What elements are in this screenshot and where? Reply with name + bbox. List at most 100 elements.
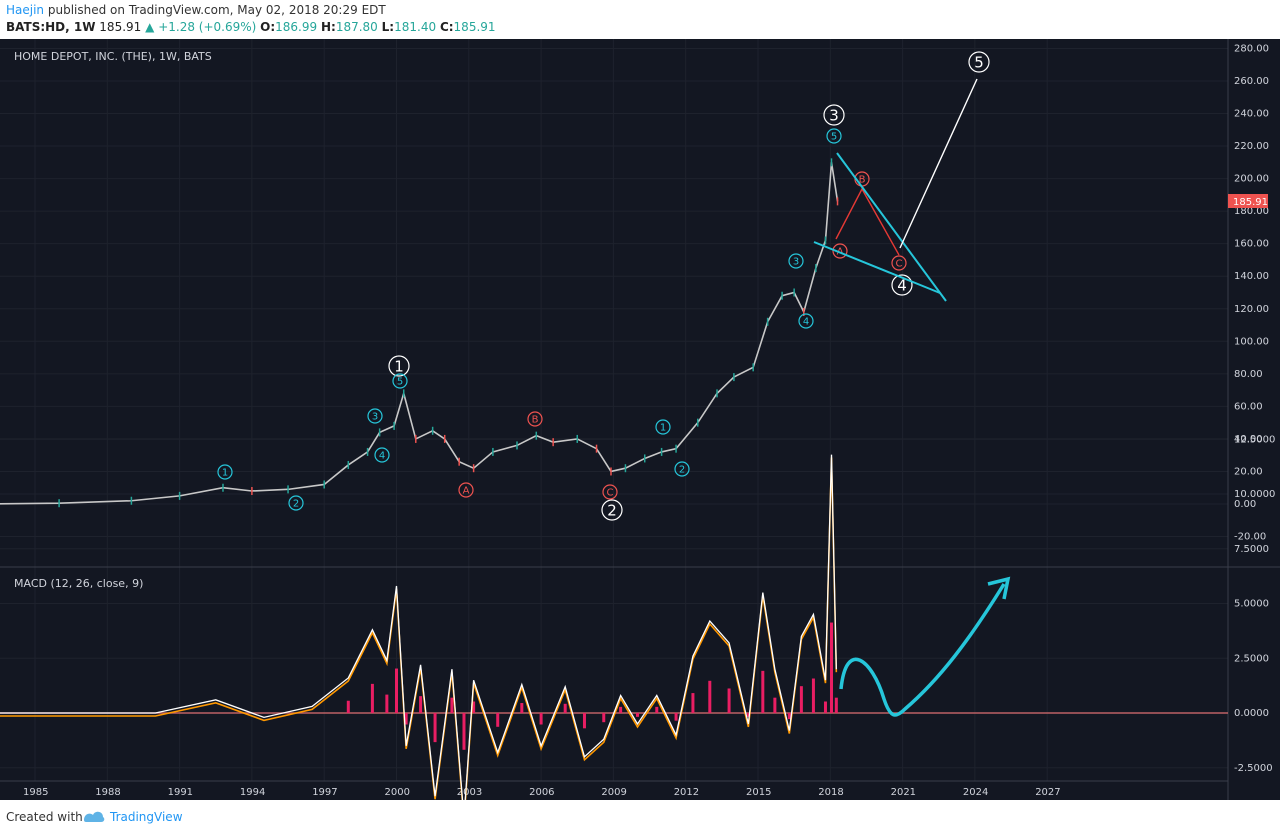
wave-minor-3b-label: 3 (793, 257, 799, 268)
wave-primary-4 (891, 274, 913, 296)
macd-histogram-bar (419, 696, 423, 713)
wave-corrective-b (527, 411, 543, 427)
tradingview-logo-icon (84, 811, 105, 822)
wave-corrective-c2 (891, 255, 907, 271)
macd-histogram-bar (708, 680, 712, 713)
wave-corrective-b-label: B (532, 415, 539, 426)
triangle-upper-line (836, 152, 947, 302)
header-bar: Haejin published on TradingView.com, May… (0, 0, 1280, 39)
triangle-lower-line (813, 241, 941, 294)
wave-primary-5-label: 5 (974, 53, 984, 71)
footer-bar: Created with TradingView (0, 800, 1280, 834)
high-value: 187.80 (335, 20, 378, 34)
price-tick-label: 160.00 (1234, 239, 1269, 250)
time-tick-label: 2024 (963, 787, 988, 798)
chart-canvas[interactable]: 280.00260.00240.00220.00200.00180.00160.… (0, 39, 1280, 800)
price-line (0, 162, 839, 505)
low-value: 181.40 (394, 20, 437, 34)
macd-histogram-bar (370, 683, 374, 713)
macd-histogram-bar (496, 713, 500, 727)
macd-tick-label: 5.0000 (1234, 599, 1269, 610)
price-tick-label: 100.00 (1234, 336, 1269, 347)
time-axis[interactable]: 1985 1988 1991 1994 1997 2000 2003 2006 2009 2012… (23, 787, 1061, 798)
low-label: L: (381, 20, 395, 34)
macd-projection-curve (839, 583, 1006, 717)
macd-histogram-bar (582, 713, 586, 729)
macd-histogram-bar (655, 706, 659, 713)
macd-histogram-bar (811, 678, 815, 713)
macd-series (0, 454, 1228, 800)
macd-histogram-bar (727, 688, 731, 713)
wave-minor-2a-label: 2 (293, 499, 299, 510)
time-tick-label: 1994 (240, 787, 265, 798)
macd-tick-label: -2.5000 (1234, 763, 1273, 774)
wave-primary-5 (968, 51, 990, 73)
price-tick-label: 20.00 (1234, 466, 1263, 477)
wave-minor-1a (217, 464, 233, 480)
tradingview-brand-link[interactable]: TradingView (110, 810, 183, 824)
price-axis[interactable]: 280.00 260.00 240.00 220.00 200.00 180.00 160.… (1234, 43, 1269, 542)
macd-histogram-bar (520, 703, 524, 713)
price-change: +1.28 (+0.69%) (158, 20, 257, 34)
time-tick-label: 2009 (601, 787, 626, 798)
wave-primary-2-label: 2 (607, 501, 617, 519)
macd-histogram-bar (395, 668, 398, 713)
time-tick-label: 1988 (95, 787, 120, 798)
macd-histogram-bar (385, 694, 389, 713)
macd-histogram-bar (823, 701, 827, 713)
wave-corrective-a (458, 482, 474, 498)
price-tick-label: 220.00 (1234, 141, 1269, 152)
wave-corrective-b2-label: B (859, 175, 866, 186)
close-label: C: (439, 20, 454, 34)
macd-tick-label: 7.5000 (1234, 544, 1269, 555)
wave-minor-1a-label: 1 (222, 468, 228, 479)
macd-histogram-bar (462, 713, 466, 750)
price-series (0, 158, 839, 508)
close-value: 185.91 (453, 20, 496, 34)
created-with-text: Created with (6, 810, 83, 824)
time-tick-label: 2021 (891, 787, 916, 798)
price-tick-label: 60.00 (1234, 401, 1263, 412)
price-tick-label: 0.00 (1234, 499, 1256, 510)
macd-histogram-bar (773, 697, 777, 713)
macd-histogram-bar (761, 670, 765, 713)
symbol-info: BATS:HD, 1W 185.91 ▲ +1.28 (+0.69%) O:18… (6, 20, 496, 34)
macd-pane-title: MACD (12, 26, close, 9) (14, 577, 143, 590)
last-price-badge: 185.91 (1228, 194, 1268, 208)
time-tick-label: 2012 (674, 787, 699, 798)
wave-corrective-c2-label: C (896, 259, 903, 270)
macd-histogram-bar (539, 713, 543, 725)
time-tick-label: 2000 (385, 787, 410, 798)
time-tick-label: 2027 (1035, 787, 1060, 798)
time-tick-label: 1997 (312, 787, 337, 798)
wave-minor-1b-label: 1 (660, 423, 666, 434)
wave-primary-1 (388, 355, 410, 377)
price-tick-label: 280.00 (1234, 43, 1269, 54)
wave-corrective-a-label: A (463, 486, 470, 497)
macd-axis[interactable]: 12.5000 10.0000 7.5000 5.0000 2.5000 0.0000 -2… (1234, 434, 1275, 800)
wave-minor-3b (788, 253, 804, 269)
symbol-label[interactable]: BATS:HD, 1W (6, 20, 96, 34)
wave-minor-4a (374, 447, 390, 463)
price-tick-label: 260.00 (1234, 76, 1269, 87)
wave-minor-2a (288, 495, 304, 511)
price-tick-label: 40.00 (1234, 434, 1263, 445)
time-tick-label: 2018 (818, 787, 843, 798)
author-link[interactable]: Haejin (6, 3, 45, 17)
macd-histogram-bar (674, 713, 678, 721)
last-price-badge-text: 185.91 (1233, 197, 1268, 208)
macd-histogram-bar (433, 713, 437, 743)
macd-histogram-bar (472, 701, 476, 713)
macd-histogram-bar (636, 713, 639, 717)
wave-primary-1-label: 1 (394, 357, 404, 375)
correction-path (835, 187, 900, 256)
last-price-badge-bg (1228, 194, 1268, 208)
projection-line (899, 78, 978, 249)
macd-tick-label: 2.5000 (1234, 653, 1269, 664)
price-tick-label: 120.00 (1234, 304, 1269, 315)
time-tick-label: 2006 (529, 787, 554, 798)
macd-histogram-bar (602, 713, 606, 723)
macd-histogram-bar (830, 622, 834, 713)
macd-tick-label: 0.0000 (1234, 708, 1269, 719)
macd-histogram-bar (691, 693, 695, 713)
